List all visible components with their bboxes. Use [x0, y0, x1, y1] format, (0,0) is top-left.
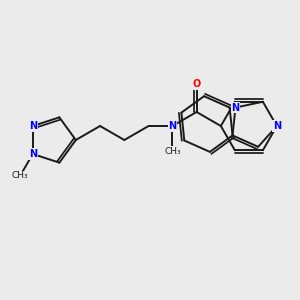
Text: N: N: [29, 121, 37, 131]
Text: N: N: [231, 103, 239, 112]
Text: N: N: [29, 149, 37, 159]
Text: CH₃: CH₃: [12, 171, 28, 180]
Text: N: N: [273, 121, 281, 131]
Text: O: O: [193, 79, 201, 89]
Text: CH₃: CH₃: [164, 147, 181, 156]
Text: N: N: [168, 121, 176, 131]
